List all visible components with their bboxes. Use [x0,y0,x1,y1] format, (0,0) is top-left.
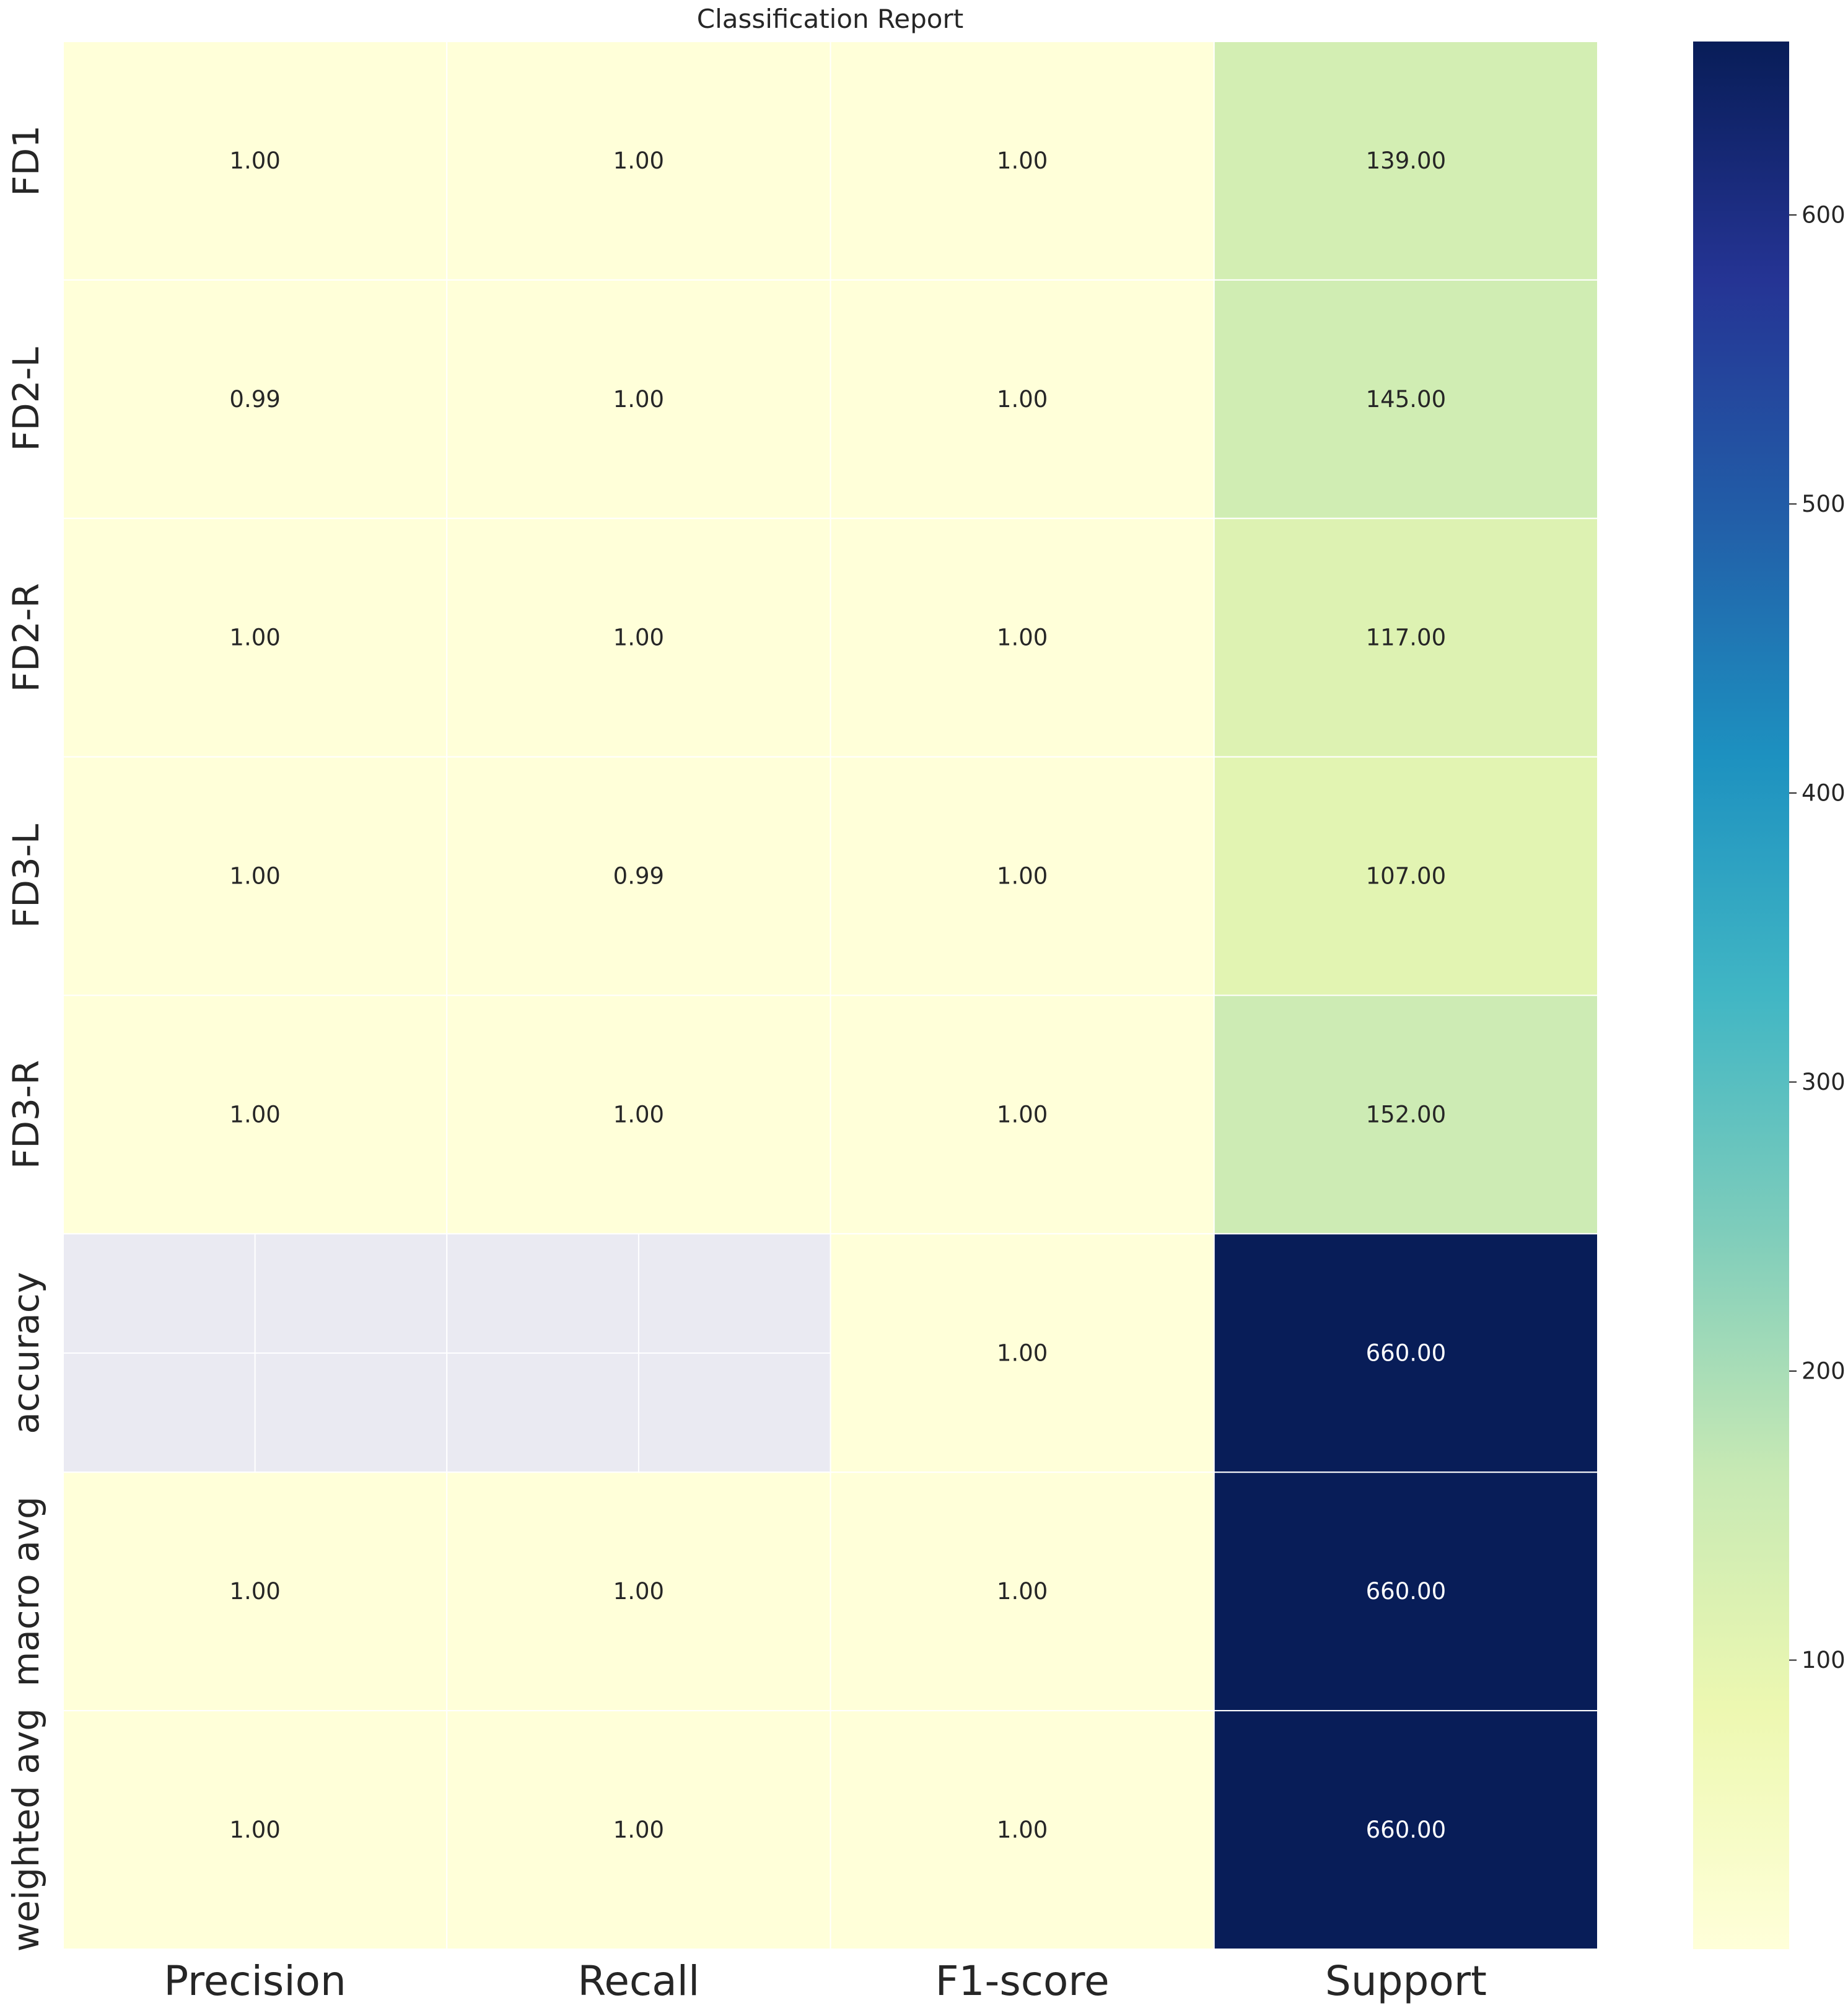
colorbar-tick-label: 300 [1802,1069,1846,1095]
y-tick-labels: FD1 FD2-L FD2-R FD3-L FD3-R accuracy macro avg… [5,125,47,1952]
cell-value-label: 0.99 [229,386,280,413]
heatmap-cell [446,517,831,758]
cell-value-label: 1.00 [997,863,1048,890]
heatmap-cell [446,994,831,1235]
x-tick-labels: Precision Recall F1-score Support [164,1957,1486,2005]
cell-value-label: 1.00 [613,386,664,413]
cell-value-label: 1.00 [997,147,1048,174]
cell-value-label: 1.00 [997,1578,1048,1605]
colorbar-tick-label: 500 [1802,491,1846,517]
y-tick-label: FD1 [5,125,47,196]
heatmap-cell [830,41,1215,281]
cell-value-label: 1.00 [997,1817,1048,1843]
heatmap-cell [1213,1471,1598,1712]
cell-value-label: 1.00 [613,1817,664,1843]
heatmap-cell [63,279,448,519]
y-tick-label: FD3-R [5,1060,47,1169]
cell-value-label: 1.00 [613,625,664,651]
heatmap-cell [446,1471,831,1712]
x-tick-label: Support [1325,1957,1487,2005]
heatmap-cell [446,1710,831,1950]
cell-value-label: 139.00 [1366,147,1446,174]
heatmap-cell [446,41,831,281]
heatmap-cell [1213,1710,1598,1950]
y-tick-label: FD2-R [5,583,47,692]
cell-value-label: 1.00 [613,1578,664,1605]
cell-value-label: 660.00 [1366,1578,1446,1605]
heatmap-cell [63,41,448,281]
heatmap-cell [1213,517,1598,758]
heatmap-cell [63,994,448,1235]
heatmap-cell [830,1710,1215,1950]
heatmap-cell [63,1471,448,1712]
y-tick-label: FD3-L [5,824,47,928]
cell-value-label: 1.00 [997,1339,1048,1366]
cell-value-label: 1.00 [229,625,280,651]
y-tick-label: macro avg [5,1496,47,1686]
heatmap-cell [1213,756,1598,996]
heatmap-cell [830,1233,1215,1473]
cell-value-label: 660.00 [1366,1817,1446,1843]
cell-value-label: 1.00 [229,1817,280,1843]
cell-value-label: 152.00 [1366,1101,1446,1128]
heatmap-cell [1213,1233,1598,1473]
colorbar-tick-label: 100 [1802,1647,1846,1673]
colorbar-tick-label: 200 [1802,1357,1846,1384]
heatmap-cell [446,756,831,996]
heatmap-cell [63,756,448,996]
cell-value-label: 1.00 [229,1578,280,1605]
heatmap-cell [1213,279,1598,519]
cell-value-label: 1.00 [613,1101,664,1128]
x-tick-label: F1-score [935,1957,1110,2005]
cell-value-label: 1.00 [997,386,1048,413]
cell-value-label: 1.00 [997,625,1048,651]
x-tick-label: Precision [164,1957,346,2005]
x-tick-label: Recall [577,1957,699,2005]
heatmap-cell [1213,41,1598,281]
colorbar-tick-label: 600 [1802,201,1846,228]
heatmap-cell [830,1471,1215,1712]
cell-value-label: 1.00 [229,147,280,174]
colorbar [1693,42,1789,1949]
heatmap-cells: 1.00 1.00 1.00 139.00 0.99 1.00 1.00 145.00 1.00… [63,41,1598,1950]
cell-value-label: 107.00 [1366,863,1446,890]
heatmap-cell [446,279,831,519]
cell-value-label: 1.00 [997,1101,1048,1128]
cell-value-label: 0.99 [613,863,664,890]
cell-value-label: 117.00 [1366,625,1446,651]
cell-value-label: 1.00 [229,1101,280,1128]
heatmap-cell [830,994,1215,1235]
y-tick-label: FD2-L [5,347,47,451]
y-tick-label: accuracy [5,1272,47,1434]
cell-value-label: 1.00 [229,863,280,890]
cell-value-label: 660.00 [1366,1339,1446,1366]
chart-title: Classification Report [697,4,963,34]
heatmap-cell [63,1710,448,1950]
colorbar-ticks: 100 200 300 400 500 600 [1789,201,1846,1673]
y-tick-label: weighted avg [5,1708,47,1952]
cell-value-label: 1.00 [613,147,664,174]
heatmap-cell [830,756,1215,996]
colorbar-tick-label: 400 [1802,779,1846,806]
heatmap-cell [830,279,1215,519]
heatmap-cell [1213,994,1598,1235]
cell-value-label: 145.00 [1366,386,1446,413]
